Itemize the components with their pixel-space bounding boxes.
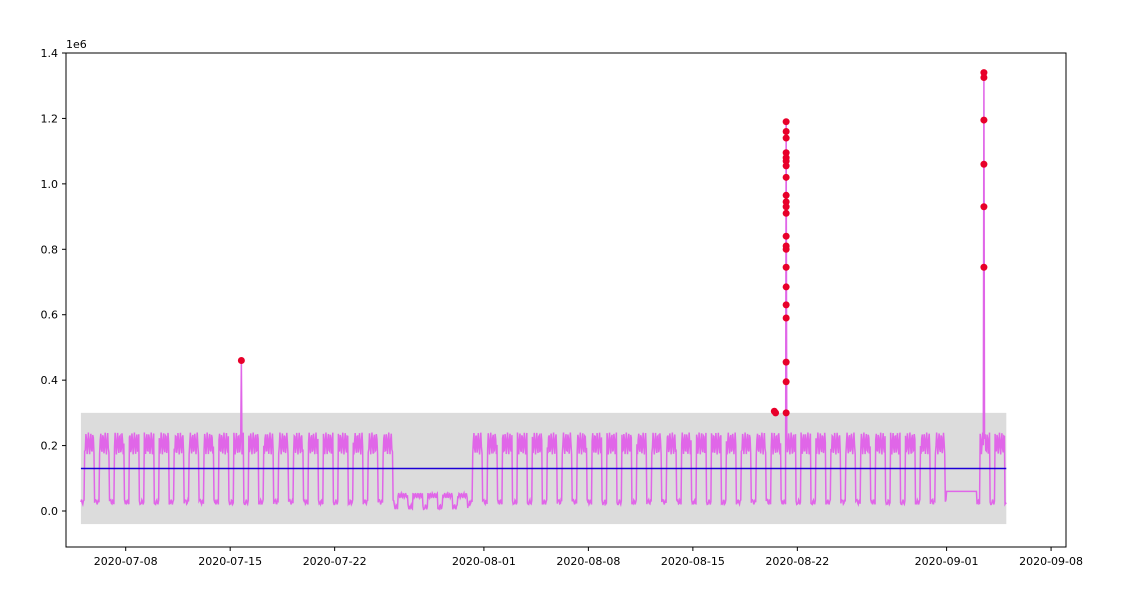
anomaly-point [782, 358, 790, 366]
anomaly-point [782, 378, 790, 386]
anomaly-point [782, 118, 790, 126]
anomaly-point [782, 134, 790, 142]
x-tick-label: 2020-07-08 [94, 555, 158, 568]
x-tick-label: 2020-08-01 [452, 555, 516, 568]
anomaly-point [980, 74, 988, 82]
y-tick-label: 0.2 [41, 440, 59, 453]
series-line [80, 72, 1007, 511]
plot-area [80, 69, 1007, 525]
anomaly-point [782, 263, 790, 271]
anomaly-point [782, 283, 790, 291]
anomaly-point [782, 232, 790, 240]
anomaly-points-layer [237, 69, 988, 417]
y-tick-label: 1.0 [41, 178, 59, 191]
anomaly-point [980, 263, 988, 271]
anomaly-point [980, 69, 988, 77]
anomaly-point [237, 357, 245, 365]
series-layer [80, 72, 1007, 511]
anomaly-point [980, 203, 988, 211]
anomaly-point [782, 191, 790, 199]
x-tick-label: 2020-08-22 [765, 555, 829, 568]
x-tick-label: 2020-09-08 [1019, 555, 1083, 568]
y-tick-label: 1.4 [41, 47, 59, 60]
anomaly-point [980, 160, 988, 168]
y-tick-label: 0.0 [41, 505, 59, 518]
y-tick-label: 0.4 [41, 374, 59, 387]
anomaly-point [782, 301, 790, 309]
y-tick-label: 0.6 [41, 309, 59, 322]
x-tick-label: 2020-07-22 [303, 555, 367, 568]
anomaly-point [782, 245, 790, 253]
anomaly-point [782, 198, 790, 206]
x-tick-label: 2020-09-01 [915, 555, 979, 568]
x-tick-label: 2020-08-08 [556, 555, 620, 568]
anomaly-point [782, 157, 790, 165]
x-tick-label: 2020-08-15 [661, 555, 725, 568]
anomaly-point [782, 149, 790, 157]
anomaly-point [782, 314, 790, 322]
anomaly-point [782, 203, 790, 211]
y-offset-label: 1e6 [66, 38, 87, 51]
anomaly-point [782, 409, 790, 417]
y-axis: 0.0 0.2 0.4 0.6 0.8 1.0 1.2 1.4 [41, 47, 66, 518]
anomaly-point [782, 162, 790, 170]
y-tick-label: 0.8 [41, 243, 59, 256]
anomaly-point [782, 209, 790, 217]
plot-frame [65, 52, 1067, 548]
anomaly-point [772, 409, 780, 417]
anomaly-point [782, 173, 790, 181]
anomaly-point [980, 116, 988, 124]
anomaly-point [782, 128, 790, 136]
x-tick-label: 2020-07-15 [198, 555, 262, 568]
x-axis: 2020-07-08 2020-07-15 2020-07-22 2020-08-01… [94, 547, 1083, 568]
y-tick-label: 1.2 [41, 112, 59, 125]
